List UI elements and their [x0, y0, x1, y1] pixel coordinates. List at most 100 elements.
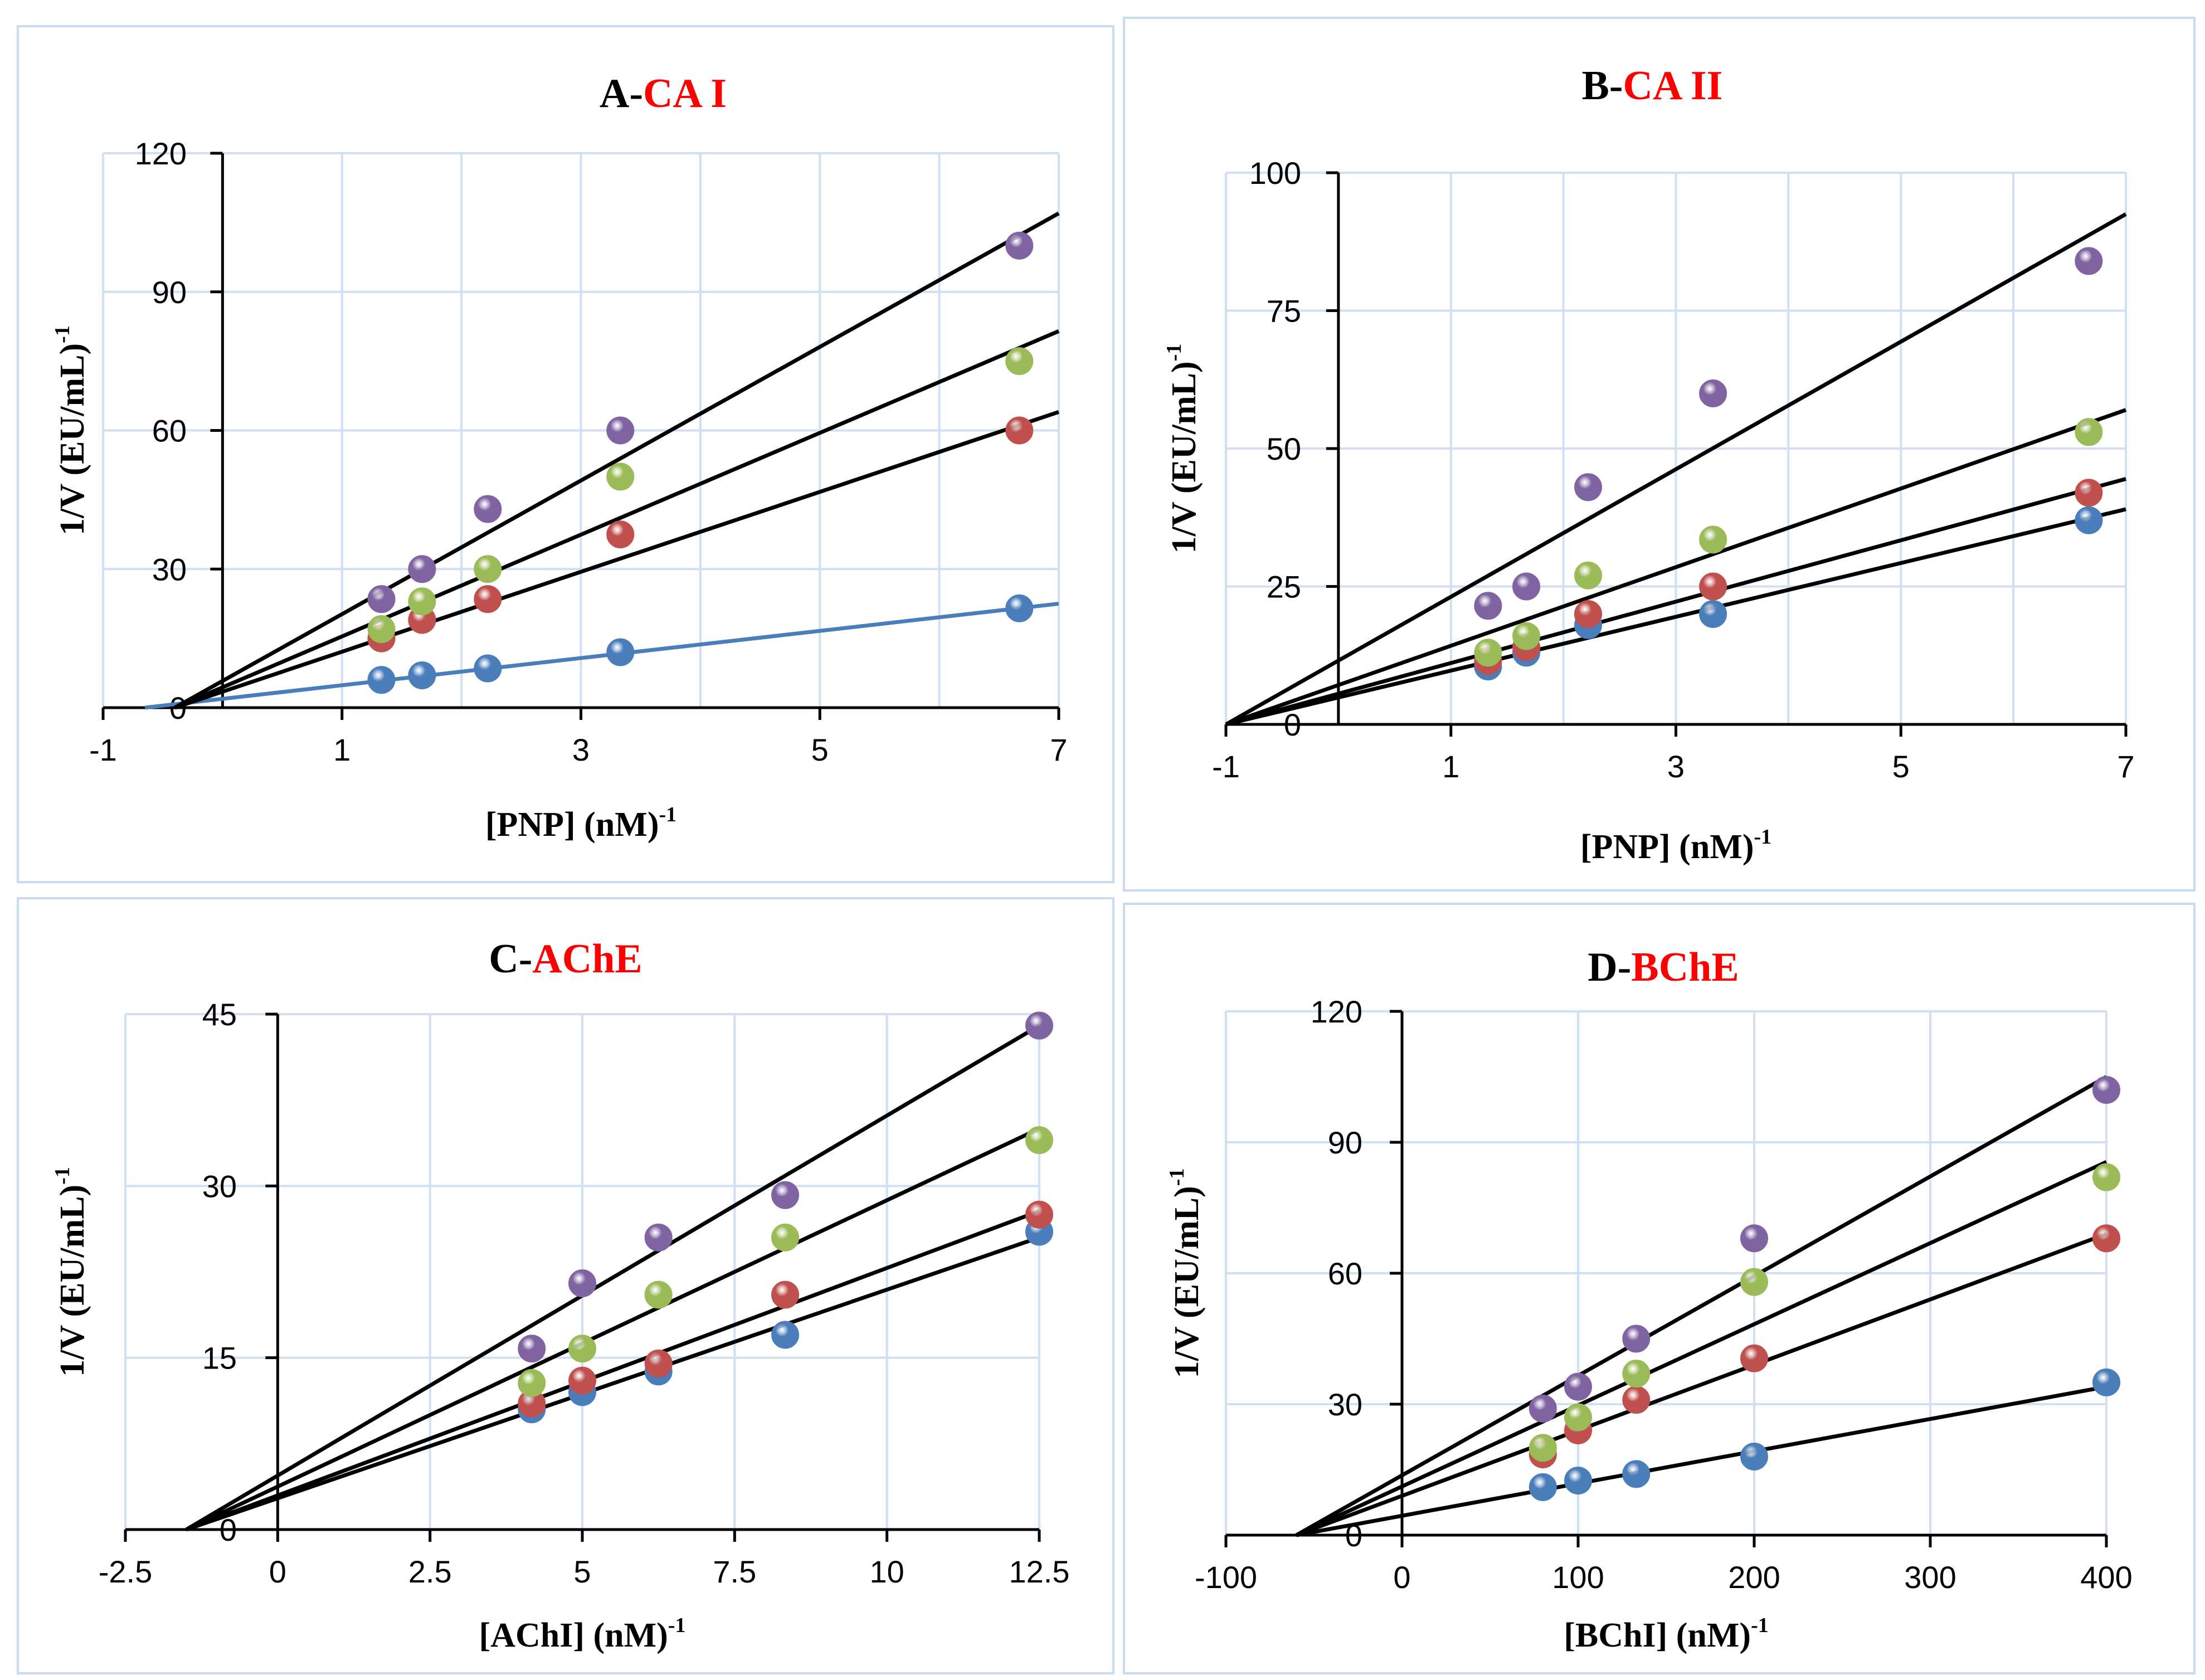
- y-tick-label: 30: [1328, 1387, 1362, 1422]
- chart-title: A-CA I: [600, 71, 727, 116]
- x-tick-label: 2.5: [408, 1554, 452, 1589]
- data-point-series-1: [771, 1321, 800, 1349]
- x-tick-label: 100: [1552, 1560, 1604, 1595]
- x-axis-label: [AChI] (nM)-1: [479, 1614, 686, 1654]
- data-point-series-1: [408, 661, 436, 689]
- data-point-series-3: [1740, 1268, 1768, 1296]
- x-tick-label: 3: [1667, 749, 1685, 784]
- y-axis-label: 1/V (EU/mL)-1: [1165, 1168, 1206, 1379]
- data-point-series-2: [1005, 416, 1034, 445]
- data-point-series-3: [1005, 347, 1034, 376]
- data-point-series-4: [1622, 1324, 1651, 1353]
- fit-line-series-3: [1295, 1160, 2107, 1537]
- x-tick-label: 12.5: [1009, 1554, 1070, 1589]
- panel-d: [1123, 903, 2196, 1674]
- x-tick-label: 300: [1904, 1560, 1956, 1595]
- data-point-series-1: [1005, 594, 1034, 622]
- data-point-series-2: [2092, 1224, 2120, 1253]
- x-tick-label: 0: [269, 1554, 286, 1589]
- data-point-series-3: [771, 1223, 800, 1252]
- y-tick-label: 30: [202, 1168, 237, 1204]
- data-point-series-4: [2092, 1076, 2120, 1104]
- data-point-series-2: [1574, 600, 1603, 628]
- data-point-series-2: [474, 585, 502, 613]
- data-point-series-4: [606, 416, 635, 445]
- x-tick-label: 400: [2080, 1560, 2132, 1595]
- x-axis-label: [BChI] (nM)-1: [1564, 1614, 1768, 1654]
- data-point-series-3: [568, 1335, 596, 1363]
- chart-b: 0 25 50 75 100 -1 1 3 5 7 B-CA II [PNP] (nM)-1 1/V (…: [1162, 63, 2135, 866]
- data-point-series-3: [1622, 1360, 1651, 1388]
- fit-line-series-2: [174, 410, 1060, 710]
- y-tick-label: 100: [1249, 155, 1301, 191]
- data-point-series-1: [2092, 1368, 2120, 1396]
- data-point-series-2: [771, 1280, 800, 1309]
- x-tick-label: 5: [1892, 749, 1910, 784]
- data-point-series-1: [606, 638, 635, 666]
- y-axis-label: 1/V (EU/mL)-1: [51, 1167, 91, 1377]
- data-point-series-3: [1699, 525, 1727, 554]
- fit-line-series-4: [173, 211, 1060, 710]
- data-point-series-3: [474, 555, 502, 583]
- y-tick-label: 90: [152, 275, 187, 310]
- data-point-series-4: [1025, 1011, 1053, 1040]
- data-point-series-4: [1574, 473, 1603, 501]
- x-tick-label: 10: [870, 1554, 904, 1589]
- data-point-series-1: [1740, 1443, 1768, 1470]
- data-point-series-1: [1529, 1473, 1557, 1501]
- data-point-series-2: [1025, 1200, 1053, 1229]
- data-point-series-2: [1699, 572, 1727, 601]
- y-tick-label: 120: [135, 136, 187, 171]
- data-point-series-4: [1512, 572, 1541, 601]
- fit-line-series-3: [1225, 408, 2127, 727]
- data-point-series-3: [644, 1280, 673, 1309]
- data-point-series-4: [474, 495, 502, 523]
- data-point-series-4: [1005, 231, 1034, 260]
- data-point-series-1: [1564, 1467, 1592, 1495]
- data-point-series-2: [644, 1349, 673, 1377]
- y-tick-label: 25: [1267, 569, 1301, 605]
- data-point-series-4: [518, 1335, 546, 1363]
- x-tick-label: 0: [1393, 1560, 1410, 1595]
- y-tick-label: 90: [1328, 1125, 1362, 1160]
- fit-line-series-1: [186, 1235, 1040, 1532]
- data-point-series-4: [1564, 1372, 1592, 1401]
- panel-c: [17, 897, 1114, 1674]
- data-point-series-3: [1474, 639, 1502, 667]
- data-point-series-4: [568, 1269, 596, 1298]
- y-tick-label: 75: [1267, 294, 1301, 329]
- data-point-series-3: [518, 1369, 546, 1397]
- data-point-series-3: [2075, 418, 2103, 446]
- x-tick-label: -1: [1212, 749, 1240, 784]
- fit-line-series-4: [1225, 212, 2127, 727]
- data-point-series-3: [1564, 1403, 1592, 1431]
- data-point-series-4: [1740, 1224, 1768, 1253]
- title-prefix: A-: [600, 71, 643, 116]
- data-point-series-4: [771, 1181, 800, 1209]
- x-tick-label: 7: [2117, 749, 2134, 784]
- fit-line-series-2: [186, 1209, 1040, 1532]
- data-point-series-1: [367, 666, 396, 694]
- y-tick-label: 15: [202, 1341, 237, 1376]
- data-point-series-1: [474, 654, 502, 683]
- y-tick-label: 60: [152, 413, 187, 449]
- y-tick-label: 30: [152, 552, 187, 587]
- title-enzyme: CA I: [643, 71, 727, 116]
- data-point-series-4: [644, 1223, 673, 1252]
- title-prefix: D-: [1588, 944, 1631, 990]
- y-tick-label: 60: [1328, 1256, 1362, 1291]
- data-point-series-4: [1474, 592, 1502, 620]
- chart-title: C-AChE: [489, 936, 642, 982]
- title-enzyme: CA II: [1623, 63, 1723, 109]
- fit-line-series-3: [185, 1127, 1040, 1532]
- chart-title: D-BChE: [1588, 944, 1739, 990]
- y-tick-label: 0: [1284, 707, 1301, 742]
- y-axis-label: 1/V (EU/mL)-1: [51, 325, 91, 535]
- title-enzyme: BChE: [1631, 944, 1739, 990]
- data-point-series-3: [1512, 622, 1541, 650]
- data-point-series-4: [2075, 247, 2103, 275]
- x-tick-label: -100: [1195, 1560, 1257, 1595]
- data-point-series-2: [2075, 479, 2103, 507]
